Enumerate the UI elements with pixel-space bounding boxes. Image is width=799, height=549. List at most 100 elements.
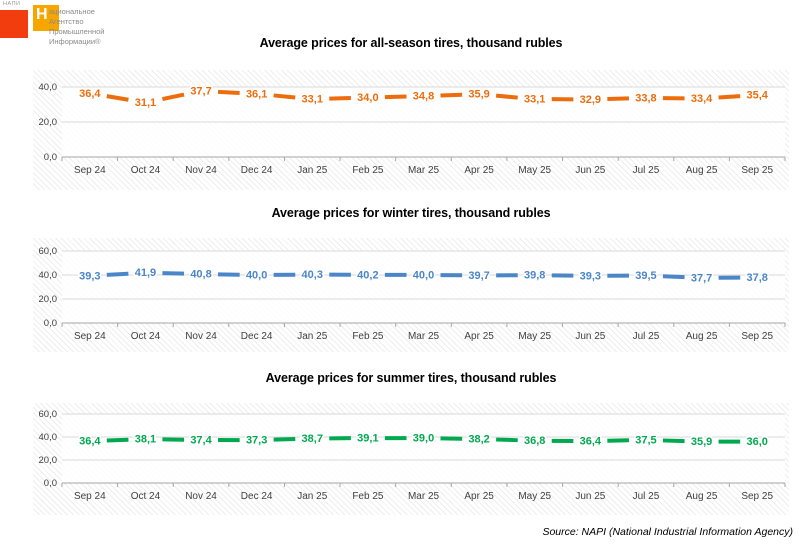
svg-text:35,9: 35,9	[468, 89, 489, 101]
svg-text:Nov 24: Nov 24	[185, 331, 217, 342]
svg-text:Sep 25: Sep 25	[741, 491, 773, 502]
svg-text:Dec 24: Dec 24	[241, 491, 273, 502]
svg-text:20,0: 20,0	[39, 455, 58, 466]
svg-text:Nov 24: Nov 24	[185, 491, 217, 502]
svg-text:20,0: 20,0	[39, 117, 58, 128]
svg-text:0,0: 0,0	[44, 478, 57, 489]
svg-text:Sep 25: Sep 25	[741, 165, 773, 176]
svg-text:37,7: 37,7	[691, 272, 712, 284]
svg-text:Dec 24: Dec 24	[241, 331, 273, 342]
svg-text:20,0: 20,0	[39, 294, 58, 305]
svg-text:Jan 25: Jan 25	[297, 491, 327, 502]
logo-text-line4: Информации®	[49, 37, 101, 46]
svg-text:May 25: May 25	[518, 165, 551, 176]
svg-text:38,7: 38,7	[302, 433, 323, 445]
logo-red-square	[0, 10, 28, 38]
svg-text:39,8: 39,8	[524, 270, 545, 282]
svg-text:Apr 25: Apr 25	[464, 331, 494, 342]
napi-logo: НАПИ Н ациональное Агентство Промышленно…	[0, 0, 160, 50]
logo-orange-square	[33, 5, 59, 31]
svg-text:33,1: 33,1	[302, 94, 323, 106]
svg-text:60,0: 60,0	[39, 409, 58, 420]
svg-text:35,4: 35,4	[746, 90, 768, 102]
svg-text:38,2: 38,2	[468, 434, 489, 446]
svg-text:34,8: 34,8	[413, 91, 434, 103]
chart-area: 0,0 20,0 40,0 Sep 24 Oct 24 Nov 24 Dec 24 Jan 2…	[33, 70, 789, 190]
svg-text:Jun 25: Jun 25	[575, 165, 605, 176]
svg-text:Jan 25: Jan 25	[297, 331, 327, 342]
svg-text:39,3: 39,3	[79, 270, 100, 282]
svg-text:60,0: 60,0	[39, 246, 58, 257]
svg-text:Aug 25: Aug 25	[686, 491, 718, 502]
svg-text:Jun 25: Jun 25	[575, 491, 605, 502]
svg-text:Jan 25: Jan 25	[297, 165, 327, 176]
svg-text:0,0: 0,0	[44, 318, 57, 329]
svg-text:May 25: May 25	[518, 331, 551, 342]
svg-text:39,1: 39,1	[357, 433, 378, 445]
logo-text-line1: ациональное	[49, 7, 95, 16]
chart-canvas: 0,0 20,0 40,0 60,0 Sep 24 Oct 24 Nov 24 Dec 24 J…	[39, 409, 786, 502]
chart-area: 0,0 20,0 40,0 60,0 Sep 24 Oct 24 Nov 24 Dec 24 J…	[33, 403, 789, 515]
logo-text-line2: Агентство	[49, 17, 84, 26]
svg-text:32,9: 32,9	[580, 94, 601, 106]
chart-all-season-tires: Average prices for all-season tires, tho…	[33, 36, 789, 190]
svg-text:34,0: 34,0	[357, 92, 378, 104]
source-note: Source: NAPI (National Industrial Inform…	[542, 526, 793, 538]
svg-text:Oct 24: Oct 24	[131, 491, 161, 502]
svg-text:39,7: 39,7	[468, 270, 489, 282]
svg-text:36,8: 36,8	[524, 435, 545, 447]
svg-text:Mar 25: Mar 25	[408, 491, 440, 502]
svg-text:Sep 24: Sep 24	[74, 165, 106, 176]
svg-text:33,8: 33,8	[635, 92, 656, 104]
svg-text:May 25: May 25	[518, 491, 551, 502]
svg-text:40,0: 40,0	[39, 82, 58, 93]
svg-text:40,2: 40,2	[357, 269, 378, 281]
svg-text:39,5: 39,5	[635, 270, 656, 282]
svg-text:37,4: 37,4	[190, 434, 212, 446]
svg-text:40,3: 40,3	[302, 269, 323, 281]
svg-text:38,1: 38,1	[135, 434, 156, 446]
svg-text:33,1: 33,1	[524, 94, 545, 106]
svg-text:36,4: 36,4	[580, 436, 602, 448]
svg-text:36,4: 36,4	[79, 88, 101, 100]
svg-text:Mar 25: Mar 25	[408, 165, 440, 176]
svg-text:Sep 25: Sep 25	[741, 331, 773, 342]
chart-title: Average prices for summer tires, thousan…	[265, 371, 557, 385]
svg-text:Sep 24: Sep 24	[74, 331, 106, 342]
svg-text:39,0: 39,0	[413, 433, 434, 445]
svg-text:37,7: 37,7	[190, 86, 211, 98]
svg-text:Apr 25: Apr 25	[464, 165, 494, 176]
svg-text:41,9: 41,9	[135, 267, 156, 279]
svg-text:40,8: 40,8	[190, 269, 211, 281]
chart-winter-tires: Average prices for winter tires, thousan…	[33, 206, 789, 352]
svg-text:31,1: 31,1	[135, 97, 156, 109]
svg-text:Feb 25: Feb 25	[352, 165, 384, 176]
svg-text:40,0: 40,0	[39, 432, 58, 443]
logo-initial-letter: Н	[36, 6, 48, 23]
svg-text:Jun 25: Jun 25	[575, 331, 605, 342]
svg-text:37,8: 37,8	[746, 272, 767, 284]
svg-text:35,9: 35,9	[691, 436, 712, 448]
chart-title: Average prices for all-season tires, tho…	[259, 36, 563, 50]
svg-text:36,1: 36,1	[246, 88, 267, 100]
svg-text:Aug 25: Aug 25	[686, 165, 718, 176]
svg-text:Feb 25: Feb 25	[352, 491, 384, 502]
svg-text:Feb 25: Feb 25	[352, 331, 384, 342]
svg-text:37,3: 37,3	[246, 435, 267, 447]
svg-text:Jul 25: Jul 25	[633, 165, 660, 176]
svg-text:Jul 25: Jul 25	[633, 331, 660, 342]
chart-summer-tires: Average prices for summer tires, thousan…	[33, 371, 789, 515]
logo-text: ациональное Агентство Промышленной Инфор…	[49, 7, 105, 47]
svg-text:40,0: 40,0	[246, 270, 267, 282]
svg-text:Oct 24: Oct 24	[131, 331, 161, 342]
chart-canvas: 0,0 20,0 40,0 Sep 24 Oct 24 Nov 24 Dec 24 Jan 2…	[39, 82, 786, 176]
svg-text:Sep 24: Sep 24	[74, 491, 106, 502]
svg-text:39,3: 39,3	[580, 270, 601, 282]
svg-text:36,0: 36,0	[746, 436, 767, 448]
napi-mini-label: НАПИ	[3, 1, 21, 7]
svg-text:37,5: 37,5	[635, 434, 656, 446]
svg-text:40,0: 40,0	[413, 270, 434, 282]
svg-text:Apr 25: Apr 25	[464, 491, 494, 502]
svg-text:40,0: 40,0	[39, 270, 58, 281]
svg-text:0,0: 0,0	[44, 152, 57, 163]
